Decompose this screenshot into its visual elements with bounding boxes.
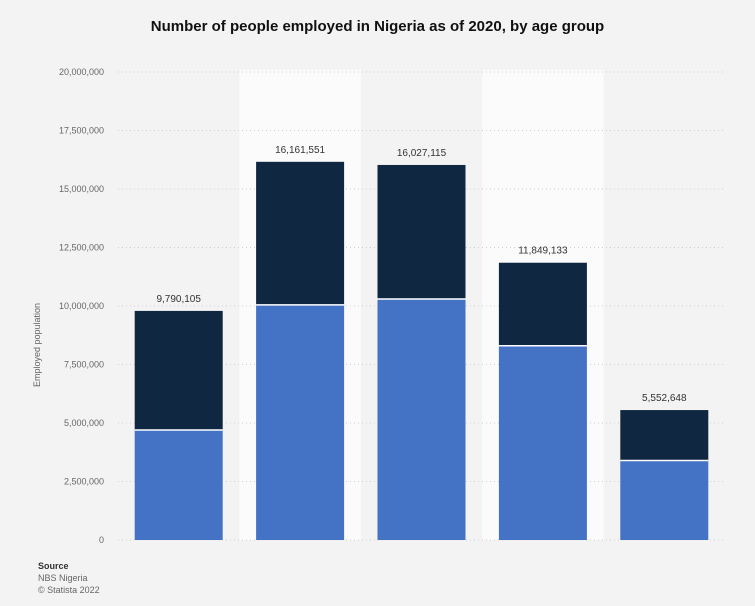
y-tick-label: 10,000,000: [59, 301, 104, 311]
y-tick-label: 17,500,000: [59, 126, 104, 136]
y-tick-label: 5,000,000: [64, 418, 104, 428]
source-header: Source: [38, 561, 69, 571]
chart-title: Number of people employed in Nigeria as …: [150, 18, 605, 35]
bar-segment-1: [498, 345, 587, 540]
y-tick-label: 2,500,000: [64, 477, 104, 487]
y-tick-label: 20,000,000: [59, 67, 104, 77]
y-tick-label: 15,000,000: [59, 184, 104, 194]
bar-segment-1: [377, 298, 466, 540]
bars: [134, 161, 709, 540]
total-label: 9,790,105: [156, 294, 201, 305]
total-label: 5,552,648: [642, 393, 687, 404]
bar-segment-1: [620, 460, 709, 540]
total-label: 16,027,115: [397, 148, 447, 159]
total-label: 16,161,551: [275, 145, 325, 156]
y-tick-label: 12,500,000: [59, 243, 104, 253]
y-tick-label: 0: [99, 535, 104, 545]
bar-segment-2: [256, 161, 345, 305]
y-axis-ticks: 0 2,500,000 5,000,000 7,500,000 10,000,000 12…: [59, 67, 104, 545]
bar-segment-1: [256, 304, 345, 540]
source-line-2: © Statista 2022: [38, 585, 100, 595]
y-tick-label: 7,500,000: [64, 360, 104, 370]
bar-segment-2: [620, 410, 709, 461]
bar-segment-2: [134, 310, 223, 431]
data-labels: 9,790,105 16,161,551 16,027,115 11,849,133 5…: [156, 145, 687, 404]
source-line-1: NBS Nigeria: [38, 573, 88, 583]
total-label: 11,849,133: [518, 246, 568, 257]
source-block: Source NBS Nigeria © Statista 2022: [38, 560, 100, 596]
bar-segment-2: [377, 164, 466, 299]
bar-segment-1: [134, 430, 223, 540]
y-axis-label: Employed population: [32, 303, 42, 387]
bar-segment-2: [498, 262, 587, 346]
